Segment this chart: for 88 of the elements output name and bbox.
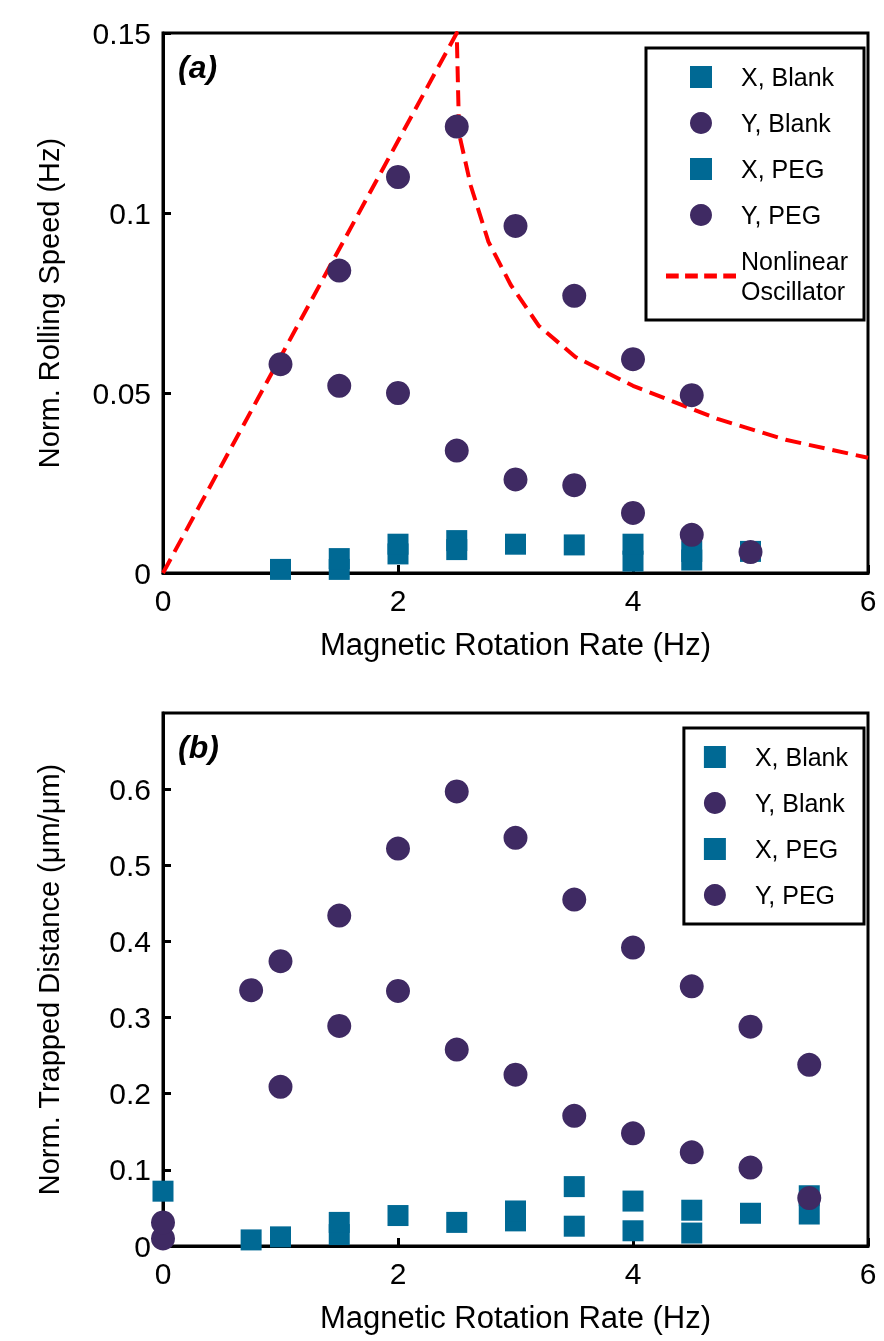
point [679, 974, 704, 999]
x-tick-label: 6 [859, 1256, 877, 1290]
point [327, 258, 352, 283]
point [239, 978, 264, 1003]
y-axis-title: Norm. Rolling Speed (Hz) [32, 137, 65, 469]
legend-label: X, Blank [754, 743, 849, 771]
point [327, 1013, 352, 1038]
x-tick-label: 4 [624, 1256, 642, 1290]
legend-label: Y, PEG [754, 881, 836, 909]
point [444, 1037, 469, 1062]
point [563, 1176, 585, 1198]
point [622, 1190, 644, 1212]
point [386, 381, 410, 405]
point [446, 539, 468, 561]
point [679, 522, 704, 547]
point [327, 373, 352, 398]
y-tick-label: 0.15 [92, 16, 151, 50]
point [562, 887, 587, 912]
point [503, 467, 528, 492]
point [444, 114, 469, 139]
point [505, 533, 526, 555]
point [621, 500, 645, 525]
point [621, 1121, 645, 1146]
point [268, 1074, 293, 1099]
point [562, 1103, 587, 1128]
point [621, 347, 645, 372]
y-tick-label: 0.5 [109, 848, 151, 882]
point [328, 1211, 350, 1233]
point [738, 1014, 763, 1039]
point [270, 558, 291, 580]
legend-label: X, Blank [740, 63, 835, 91]
line-series [161, 31, 870, 575]
point [327, 903, 352, 928]
point [679, 383, 704, 408]
point [387, 1205, 409, 1227]
y-tick-label: 0.1 [109, 1153, 151, 1187]
annotation: (b) [178, 729, 219, 765]
point [563, 1215, 585, 1237]
y-tick-label: 0.3 [109, 1001, 151, 1035]
point [152, 1180, 174, 1202]
point [679, 1140, 704, 1165]
point [268, 352, 293, 377]
point [387, 533, 409, 555]
y-tick-label: 0.6 [109, 772, 151, 806]
x-tick-label: 2 [389, 1256, 407, 1290]
point [503, 1062, 528, 1087]
y-tick-label: 0.2 [109, 1077, 151, 1111]
point [446, 1211, 468, 1233]
point [268, 949, 293, 974]
y-tick-label: 0.05 [92, 376, 151, 410]
point [562, 473, 587, 498]
point [797, 1052, 822, 1077]
point [681, 1199, 703, 1221]
legend-label: Y, Blank [754, 789, 846, 817]
x-tick-label: 6 [859, 583, 877, 617]
point [562, 283, 587, 308]
y-tick-label: 0 [134, 556, 151, 590]
point [270, 1226, 291, 1248]
legend-label: Y, PEG [740, 201, 822, 229]
legend-label: X, PEG [740, 155, 825, 183]
point [386, 978, 410, 1003]
point [622, 1220, 644, 1242]
y-tick-label: 0 [134, 1229, 151, 1263]
point [503, 213, 528, 238]
point [738, 1155, 763, 1180]
legend-label: X, PEG [754, 835, 839, 863]
legend-label: Y, Blank [740, 109, 832, 137]
y-tick-label: 0.4 [109, 924, 151, 958]
x-axis-title: Magnetic Rotation Rate (Hz) [319, 627, 712, 662]
annotation: (a) [178, 49, 218, 85]
point [328, 548, 350, 570]
point [621, 935, 645, 960]
point [740, 1202, 761, 1224]
point [386, 836, 410, 861]
point [444, 779, 469, 804]
point [681, 1222, 703, 1244]
x-tick-label: 4 [624, 583, 642, 617]
point [444, 438, 469, 463]
point [503, 825, 528, 850]
point [563, 534, 585, 556]
point [240, 1229, 262, 1251]
y-tick-label: 0.1 [109, 196, 151, 230]
legend-label: Nonlinear Oscillator [740, 247, 849, 305]
x-axis-title: Magnetic Rotation Rate (Hz) [319, 1300, 712, 1335]
x-tick-label: 2 [389, 583, 407, 617]
y-axis-title: Norm. Trapped Distance (μm/μm) [32, 763, 65, 1196]
point [386, 165, 410, 189]
point [622, 533, 644, 555]
